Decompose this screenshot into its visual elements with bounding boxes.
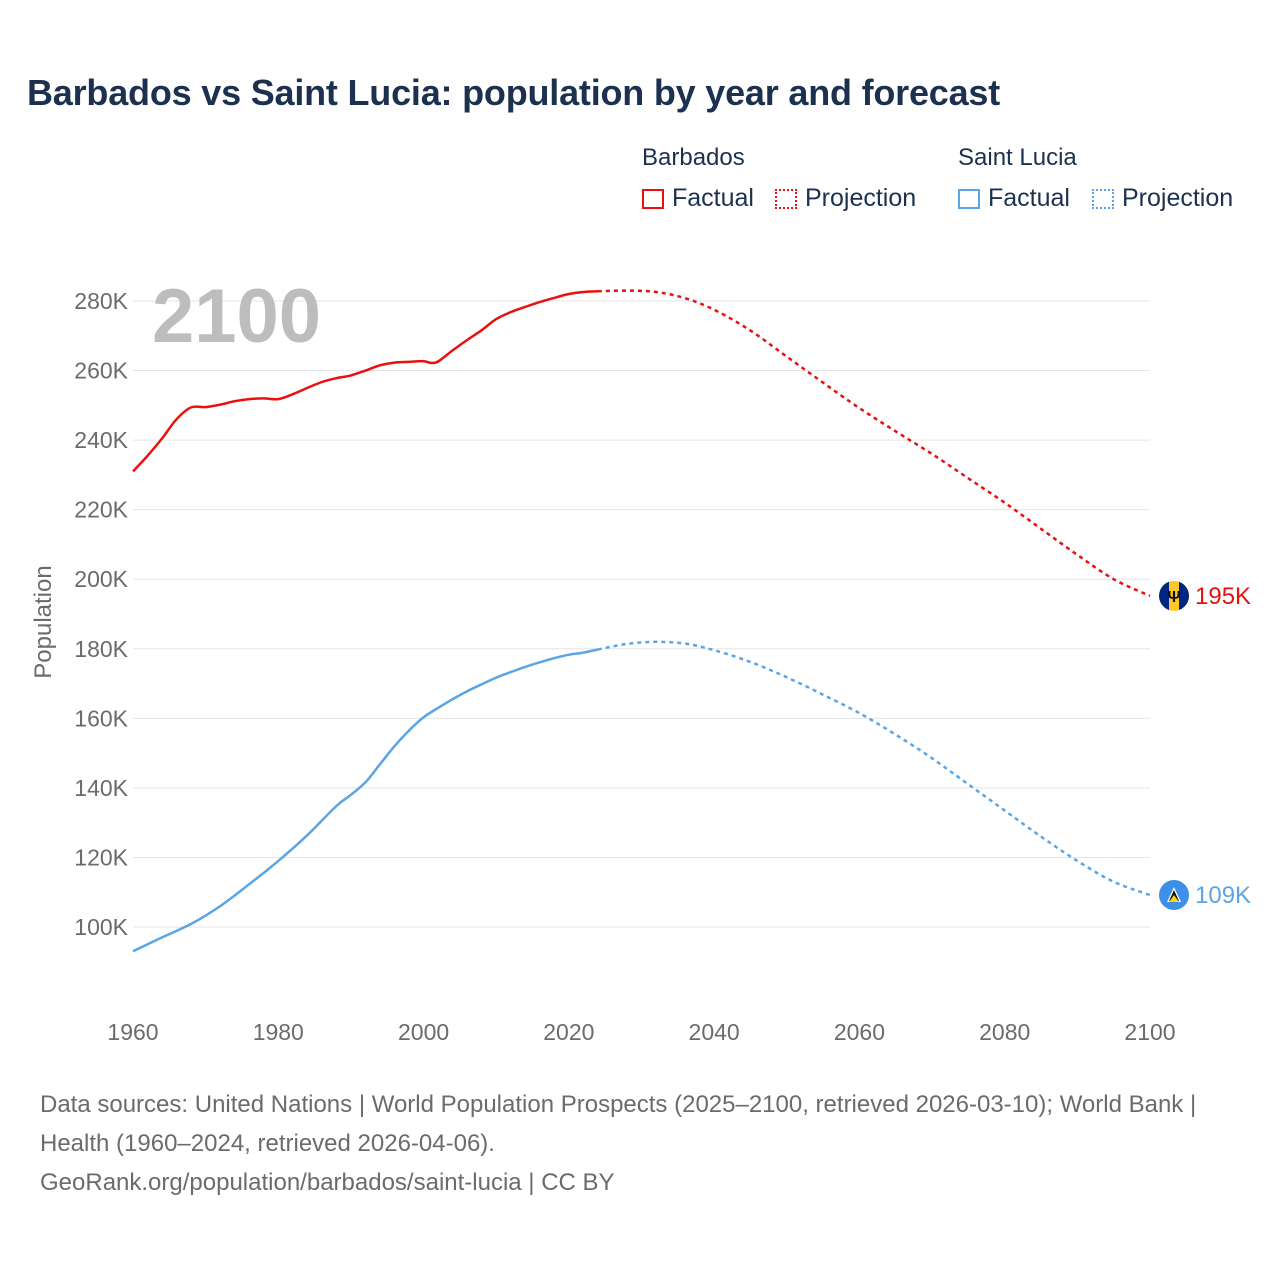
barbados-factual-line <box>132 290 598 473</box>
y-tick-label: 220K <box>74 497 128 523</box>
chart-title: Barbados vs Saint Lucia: population by y… <box>27 72 1001 113</box>
y-tick-label: 240K <box>74 427 128 453</box>
saint-lucia-flag-icon <box>1159 880 1189 911</box>
barbados-flag-icon: Ψ <box>1159 580 1189 611</box>
barbados-end-label: 195K <box>1195 583 1251 610</box>
x-tick-label: 1960 <box>107 1019 158 1045</box>
saint-lucia-factual-line <box>132 648 599 953</box>
barbados-projection-line <box>597 289 1151 598</box>
legend-barbados-projection-label: Projection <box>805 184 917 212</box>
legend-saint-lucia-factual-label: Factual <box>988 184 1070 212</box>
saint-lucia-flag-gold-triangle <box>1169 895 1179 903</box>
trident-icon: Ψ <box>1168 589 1181 606</box>
saint-lucia-end-label: 109K <box>1195 882 1251 909</box>
y-tick-label: 200K <box>74 566 128 592</box>
barbados-flag-bands <box>1159 580 1189 611</box>
y-tick-label: 280K <box>74 288 128 314</box>
y-tick-label: 160K <box>74 705 128 731</box>
barbados-flag-band-left <box>1159 580 1169 611</box>
legend-saint-lucia-factual[interactable]: Factual <box>958 184 1070 213</box>
barbados-flag-band-center <box>1169 580 1179 611</box>
x-tick-label: 2060 <box>834 1019 885 1045</box>
footer: Data sources: United Nations | World Pop… <box>40 1085 1240 1202</box>
x-tick-label: 2080 <box>979 1019 1030 1045</box>
legend-saint-lucia-projection-label: Projection <box>1122 184 1234 212</box>
year-watermark: 2100 <box>152 274 321 359</box>
y-tick-label: 100K <box>74 914 128 940</box>
grid-lines <box>133 300 1150 928</box>
series <box>132 289 1151 953</box>
legend-saint-lucia-title: Saint Lucia <box>958 144 1077 171</box>
legend-saint-lucia-projection-swatch <box>1092 188 1114 209</box>
legend-barbados-title: Barbados <box>642 144 745 171</box>
x-tick-label: 2040 <box>689 1019 740 1045</box>
axes: 100K 120K 140K 160K 180K 200K 220K 240K 260K 280K… <box>74 288 1175 1045</box>
legend-saint-lucia-projection[interactable]: Projection <box>1092 184 1233 213</box>
end-markers: Ψ 195K 109K <box>1159 580 1251 911</box>
legend-saint-lucia-factual-swatch <box>958 188 980 209</box>
barbados-flag-band-right <box>1179 580 1189 611</box>
legend-barbados-factual-label: Factual <box>672 184 754 212</box>
legend-barbados-factual-swatch <box>642 188 664 209</box>
x-tick-label: 2020 <box>543 1019 594 1045</box>
y-tick-label: 260K <box>74 358 128 384</box>
x-tick-label: 2100 <box>1124 1019 1175 1045</box>
legend-barbados-factual[interactable]: Factual <box>642 184 754 213</box>
y-tick-label: 140K <box>74 775 128 801</box>
footer-credit[interactable]: GeoRank.org/population/barbados/saint-lu… <box>40 1169 615 1196</box>
y-axis-label: Population <box>30 565 57 678</box>
y-tick-label: 180K <box>74 636 128 662</box>
footer-sources: Data sources: United Nations | World Pop… <box>40 1091 1197 1157</box>
legend-barbados-projection-swatch <box>775 188 797 209</box>
population-chart: 2100 100K 120K 140K 160K 180K 200K 220K 240K 260… <box>30 274 1251 1045</box>
y-tick-label: 120K <box>74 844 128 870</box>
x-tick-label: 2000 <box>398 1019 449 1045</box>
x-tick-label: 1980 <box>253 1019 304 1045</box>
legend-barbados-projection[interactable]: Projection <box>775 184 916 213</box>
